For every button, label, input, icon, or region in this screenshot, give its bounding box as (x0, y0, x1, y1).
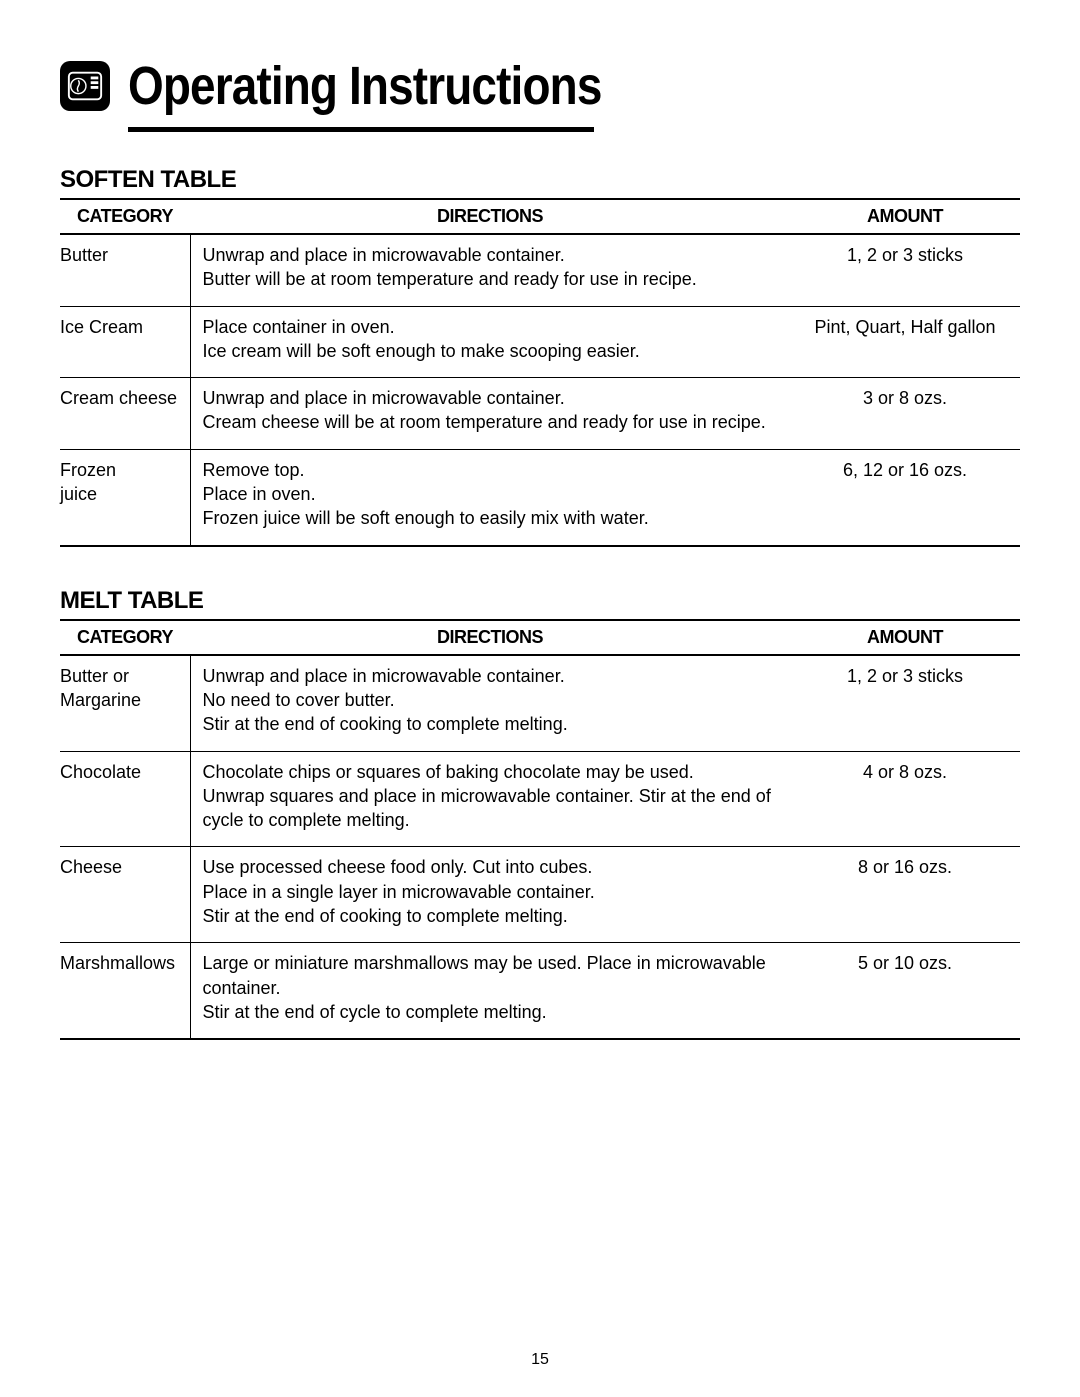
col-header-directions: DIRECTIONS (190, 620, 790, 655)
melt-table: CATEGORY DIRECTIONS AMOUNT Butter orMarg… (60, 619, 1020, 1041)
cell-category: Marshmallows (60, 943, 190, 1039)
table-row: Butter Unwrap and place in microwavable … (60, 234, 1020, 306)
cell-amount: Pint, Quart, Half gallon (790, 306, 1020, 378)
table-header-row: CATEGORY DIRECTIONS AMOUNT (60, 620, 1020, 655)
cell-amount: 5 or 10 ozs. (790, 943, 1020, 1039)
cell-amount: 8 or 16 ozs. (790, 847, 1020, 943)
cell-directions: Chocolate chips or squares of baking cho… (190, 751, 790, 847)
table-row: Ice Cream Place container in oven.Ice cr… (60, 306, 1020, 378)
cell-amount: 6, 12 or 16 ozs. (790, 449, 1020, 545)
cell-category: Cream cheese (60, 378, 190, 450)
cell-directions: Large or miniature marshmallows may be u… (190, 943, 790, 1039)
cell-category: Ice Cream (60, 306, 190, 378)
soften-table: CATEGORY DIRECTIONS AMOUNT Butter Unwrap… (60, 198, 1020, 547)
title-underline (128, 127, 594, 132)
table-row: Cheese Use processed cheese food only. C… (60, 847, 1020, 943)
page-title: Operating Instructions (128, 55, 602, 117)
cell-category: Chocolate (60, 751, 190, 847)
cell-category: Butter (60, 234, 190, 306)
cell-category: Butter orMargarine (60, 655, 190, 751)
cell-directions: Unwrap and place in microwavable contain… (190, 378, 790, 450)
table-header-row: CATEGORY DIRECTIONS AMOUNT (60, 199, 1020, 234)
cell-directions: Use processed cheese food only. Cut into… (190, 847, 790, 943)
table-row: Butter orMargarine Unwrap and place in m… (60, 655, 1020, 751)
cell-amount: 3 or 8 ozs. (790, 378, 1020, 450)
cell-directions: Unwrap and place in microwavable contain… (190, 655, 790, 751)
cell-directions: Unwrap and place in microwavable contain… (190, 234, 790, 306)
microwave-icon (60, 61, 110, 111)
cell-amount: 1, 2 or 3 sticks (790, 655, 1020, 751)
cell-directions: Remove top.Place in oven.Frozen juice wi… (190, 449, 790, 545)
col-header-amount: AMOUNT (790, 620, 1020, 655)
page-number: 15 (531, 1351, 549, 1369)
table-row: Marshmallows Large or miniature marshmal… (60, 943, 1020, 1039)
soften-table-title: SOFTEN TABLE (60, 166, 1020, 194)
col-header-category: CATEGORY (60, 620, 190, 655)
cell-amount: 1, 2 or 3 sticks (790, 234, 1020, 306)
cell-category: Cheese (60, 847, 190, 943)
page-header: Operating Instructions (60, 55, 1020, 117)
table-row: Frozenjuice Remove top.Place in oven.Fro… (60, 449, 1020, 545)
col-header-amount: AMOUNT (790, 199, 1020, 234)
melt-table-title: MELT TABLE (60, 587, 1020, 615)
cell-directions: Place container in oven.Ice cream will b… (190, 306, 790, 378)
table-row: Chocolate Chocolate chips or squares of … (60, 751, 1020, 847)
cell-amount: 4 or 8 ozs. (790, 751, 1020, 847)
cell-category: Frozenjuice (60, 449, 190, 545)
table-row: Cream cheese Unwrap and place in microwa… (60, 378, 1020, 450)
col-header-category: CATEGORY (60, 199, 190, 234)
col-header-directions: DIRECTIONS (190, 199, 790, 234)
